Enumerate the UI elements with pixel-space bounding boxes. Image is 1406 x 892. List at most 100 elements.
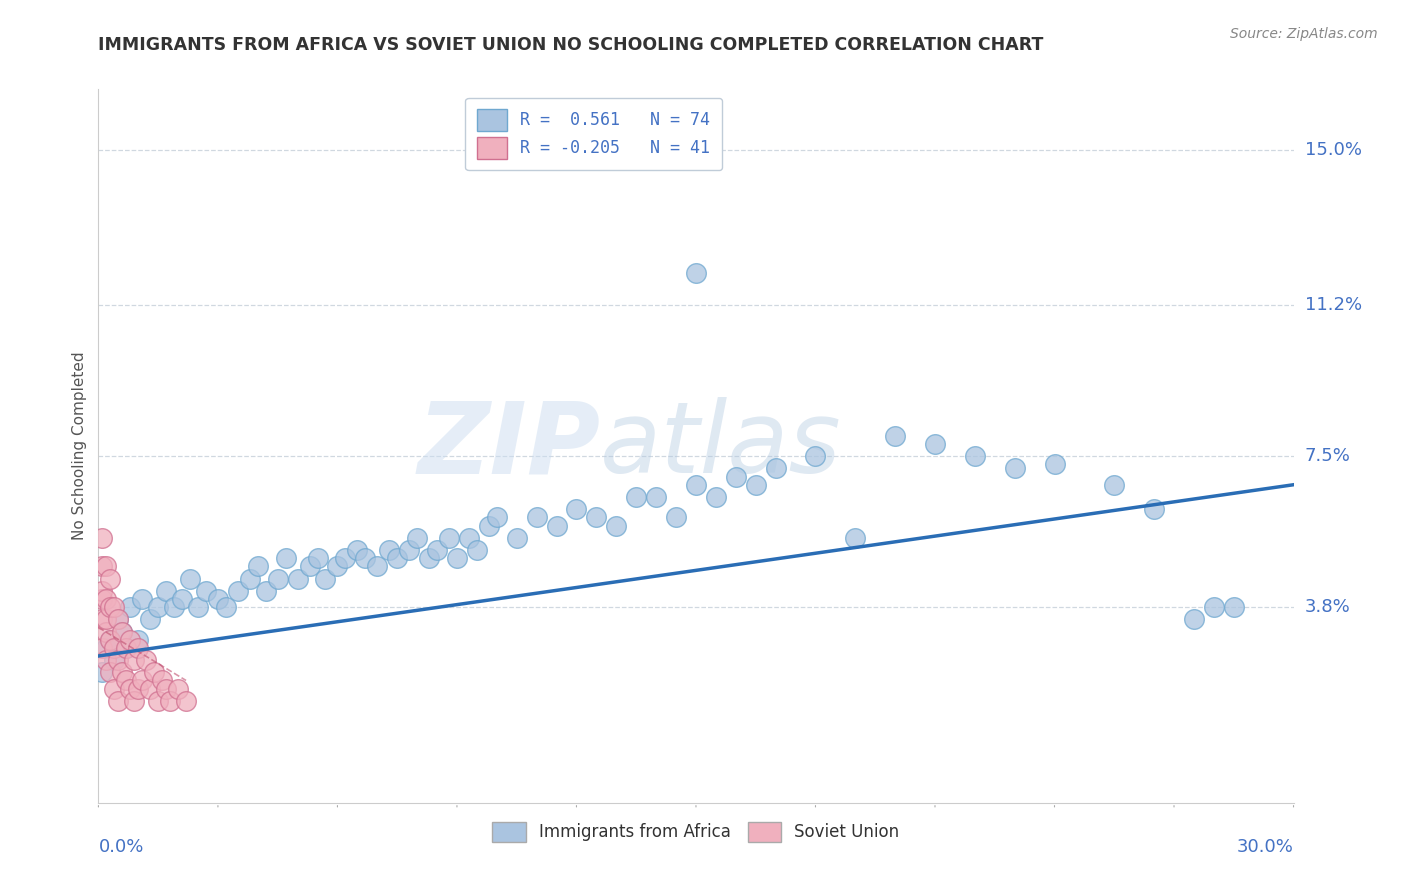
- Point: [398, 543, 420, 558]
- Text: atlas: atlas: [600, 398, 842, 494]
- Point: [91, 665, 114, 680]
- Point: [111, 665, 134, 680]
- Point: [127, 632, 149, 647]
- Point: [124, 694, 146, 708]
- Point: [804, 449, 827, 463]
- Point: [103, 600, 125, 615]
- Point: [91, 640, 114, 655]
- Point: [143, 665, 166, 680]
- Text: 11.2%: 11.2%: [1305, 296, 1362, 314]
- Point: [115, 640, 138, 655]
- Point: [704, 490, 727, 504]
- Point: [103, 681, 125, 696]
- Point: [437, 531, 460, 545]
- Point: [426, 543, 449, 558]
- Point: [1143, 502, 1166, 516]
- Point: [96, 591, 118, 606]
- Point: [458, 531, 481, 545]
- Point: [418, 551, 440, 566]
- Point: [107, 612, 129, 626]
- Point: [298, 559, 321, 574]
- Point: [1043, 458, 1066, 472]
- Point: [1004, 461, 1026, 475]
- Point: [98, 600, 122, 615]
- Point: [1104, 477, 1126, 491]
- Point: [179, 572, 201, 586]
- Y-axis label: No Schooling Completed: No Schooling Completed: [72, 351, 87, 541]
- Text: 15.0%: 15.0%: [1305, 141, 1361, 160]
- Point: [96, 612, 118, 626]
- Point: [446, 551, 468, 566]
- Point: [150, 673, 173, 688]
- Point: [465, 543, 488, 558]
- Point: [96, 640, 118, 655]
- Point: [385, 551, 409, 566]
- Point: [626, 490, 648, 504]
- Point: [115, 673, 138, 688]
- Point: [478, 518, 501, 533]
- Point: [172, 591, 194, 606]
- Text: 3.8%: 3.8%: [1305, 598, 1350, 616]
- Point: [115, 640, 138, 655]
- Point: [187, 600, 209, 615]
- Point: [96, 624, 118, 639]
- Point: [884, 429, 907, 443]
- Point: [107, 694, 129, 708]
- Point: [174, 694, 197, 708]
- Point: [163, 600, 186, 615]
- Point: [526, 510, 548, 524]
- Point: [246, 559, 269, 574]
- Point: [963, 449, 986, 463]
- Point: [267, 572, 290, 586]
- Point: [98, 632, 122, 647]
- Point: [844, 531, 866, 545]
- Text: 0.0%: 0.0%: [98, 838, 143, 855]
- Point: [131, 591, 153, 606]
- Point: [91, 531, 114, 545]
- Point: [103, 640, 125, 655]
- Point: [207, 591, 229, 606]
- Point: [506, 531, 529, 545]
- Point: [685, 266, 707, 280]
- Point: [135, 653, 157, 667]
- Point: [665, 510, 688, 524]
- Point: [91, 583, 114, 598]
- Point: [287, 572, 309, 586]
- Point: [585, 510, 607, 524]
- Text: ZIP: ZIP: [418, 398, 600, 494]
- Point: [366, 559, 388, 574]
- Legend: Immigrants from Africa, Soviet Union: Immigrants from Africa, Soviet Union: [482, 813, 910, 852]
- Point: [98, 572, 122, 586]
- Point: [139, 681, 162, 696]
- Point: [96, 653, 118, 667]
- Point: [148, 600, 170, 615]
- Point: [1223, 600, 1246, 615]
- Point: [765, 461, 787, 475]
- Point: [315, 572, 337, 586]
- Point: [159, 694, 181, 708]
- Point: [155, 681, 177, 696]
- Point: [378, 543, 401, 558]
- Text: 30.0%: 30.0%: [1237, 838, 1294, 855]
- Point: [127, 640, 149, 655]
- Point: [124, 653, 146, 667]
- Point: [924, 437, 946, 451]
- Point: [107, 653, 129, 667]
- Point: [98, 665, 122, 680]
- Point: [215, 600, 238, 615]
- Point: [406, 531, 429, 545]
- Point: [107, 612, 129, 626]
- Point: [346, 543, 368, 558]
- Point: [335, 551, 357, 566]
- Point: [1202, 600, 1225, 615]
- Point: [645, 490, 668, 504]
- Point: [274, 551, 297, 566]
- Point: [127, 681, 149, 696]
- Point: [155, 583, 177, 598]
- Point: [565, 502, 588, 516]
- Point: [167, 681, 190, 696]
- Point: [131, 673, 153, 688]
- Point: [254, 583, 277, 598]
- Point: [745, 477, 768, 491]
- Point: [148, 694, 170, 708]
